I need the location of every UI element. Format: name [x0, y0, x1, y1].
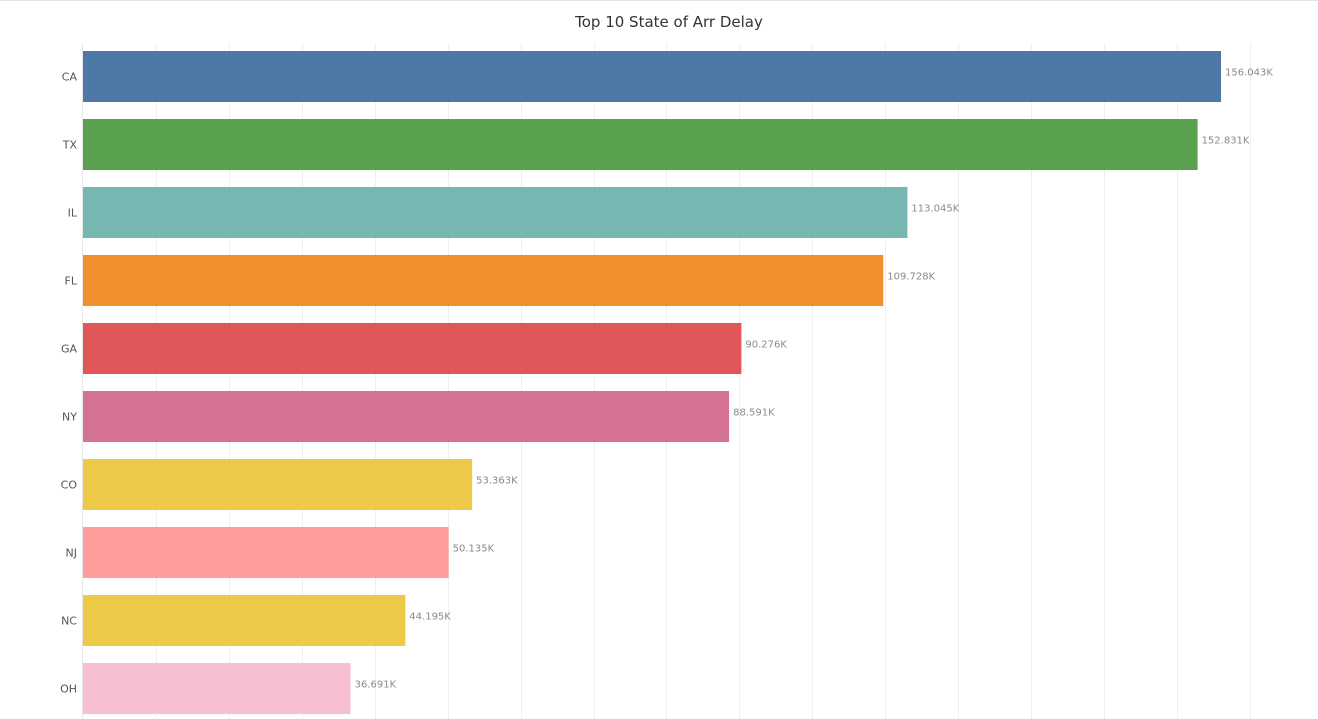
- bar-ga[interactable]: [83, 323, 742, 374]
- value-label-nc: 44.195K: [409, 612, 451, 623]
- category-label-tx: TX: [62, 139, 78, 152]
- value-label-co: 53.363K: [476, 476, 518, 487]
- bar-tx[interactable]: [83, 119, 1198, 170]
- category-label-ca: CA: [62, 71, 78, 84]
- value-label-tx: 152.831K: [1202, 136, 1250, 147]
- bar-nj[interactable]: [83, 527, 449, 578]
- category-label-fl: FL: [65, 275, 78, 288]
- value-label-ga: 90.276K: [745, 340, 787, 351]
- category-label-ny: NY: [62, 411, 77, 424]
- category-label-il: IL: [68, 207, 78, 220]
- bar-co[interactable]: [83, 459, 473, 510]
- bar-nc[interactable]: [83, 595, 406, 646]
- category-labels: CA TX IL FL GA NY CO NJ NC OH: [60, 71, 78, 696]
- bar-oh[interactable]: [83, 663, 351, 714]
- value-label-il: 113.045K: [911, 204, 959, 215]
- category-label-nj: NJ: [66, 547, 77, 560]
- chart-title: Top 10 State of Arr Delay: [575, 13, 763, 31]
- value-label-nj: 50.135K: [453, 544, 495, 555]
- value-label-ny: 88.591K: [733, 408, 775, 419]
- value-labels: 156.043K 152.831K 113.045K 109.728K 90.276K 8…: [355, 68, 1274, 691]
- bar-fl[interactable]: [83, 255, 884, 306]
- bar-ca[interactable]: [83, 51, 1221, 102]
- top-border: [0, 0, 1318, 1]
- category-label-co: CO: [61, 479, 78, 492]
- value-label-fl: 109.728K: [887, 272, 935, 283]
- bar-il[interactable]: [83, 187, 908, 238]
- value-label-oh: 36.691K: [355, 680, 397, 691]
- category-label-oh: OH: [60, 683, 77, 696]
- bar-ny[interactable]: [83, 391, 730, 442]
- category-label-nc: NC: [61, 615, 77, 628]
- bars: [83, 51, 1221, 714]
- category-label-ga: GA: [61, 343, 78, 356]
- value-label-ca: 156.043K: [1225, 68, 1273, 79]
